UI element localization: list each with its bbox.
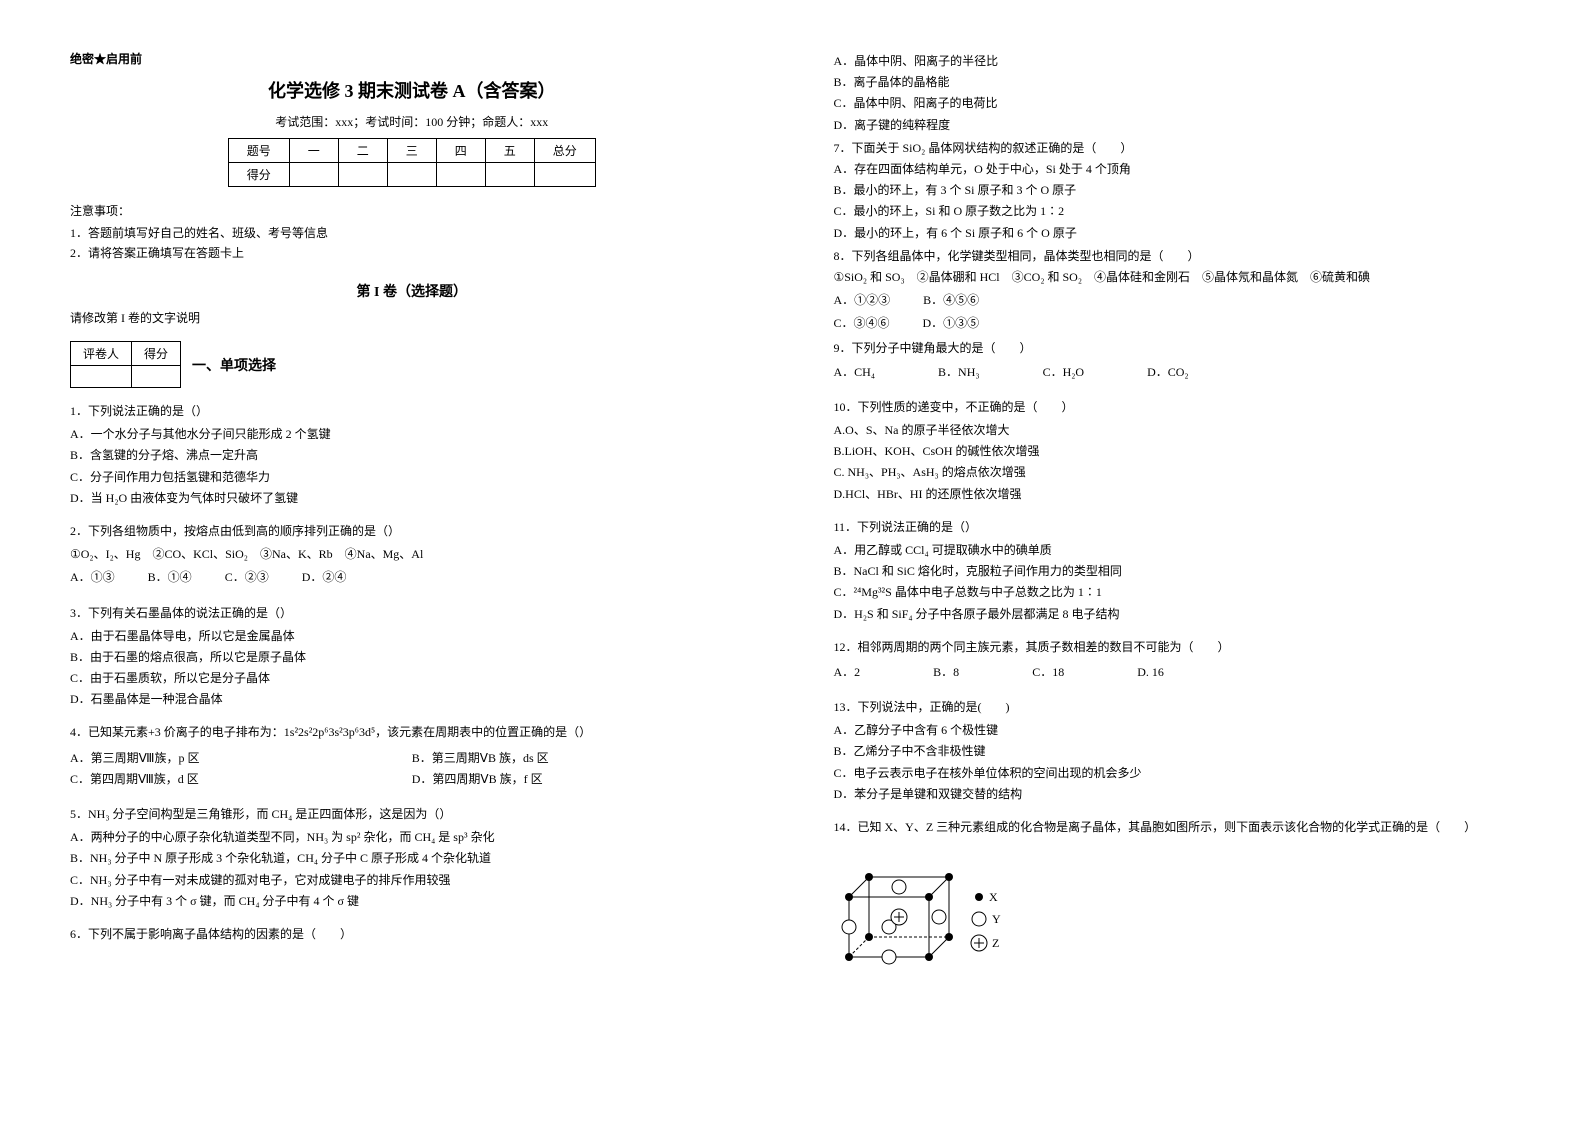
- q5-a: A．两种分子的中心原子杂化轨道类型不同，NH₃ 为 sp² 杂化，而 CH₄ 是…: [70, 828, 754, 847]
- q13-b: B．乙烯分子中不含非极性键: [834, 742, 1518, 761]
- q2-d: D．②④: [302, 568, 347, 587]
- notice-2: 2．请将答案正确填写在答题卡上: [70, 244, 754, 261]
- q3-a: A．由于石墨晶体导电，所以它是金属晶体: [70, 627, 754, 646]
- cell: [289, 163, 338, 187]
- cell: [436, 163, 485, 187]
- q9-a: A．CH₄: [834, 363, 876, 382]
- th-5: 五: [485, 139, 534, 163]
- grader-h2: 得分: [132, 342, 181, 366]
- row2-label: 得分: [228, 163, 289, 187]
- th-1: 一: [289, 139, 338, 163]
- q1-c: C．分子间作用力包括氢键和范德华力: [70, 468, 754, 487]
- q6-b: B．离子晶体的晶格能: [834, 73, 1518, 92]
- q3-b: B．由于石墨的熔点很高，所以它是原子晶体: [70, 648, 754, 667]
- th-4: 四: [436, 139, 485, 163]
- q4-b: B．第三周期ⅤB 族，ds 区: [412, 749, 754, 768]
- cell: [387, 163, 436, 187]
- grader-table: 评卷人 得分: [70, 341, 181, 388]
- q13-a: A．乙醇分子中含有 6 个极性键: [834, 721, 1518, 740]
- q3-stem: 3．下列有关石墨晶体的说法正确的是（）: [70, 604, 754, 623]
- q9-stem: 9．下列分子中键角最大的是（ ）: [834, 339, 1518, 358]
- q13-d: D．苯分子是单键和双键交替的结构: [834, 785, 1518, 804]
- q9-b: B．NH₃: [938, 363, 980, 382]
- q2-line: ①O₂、I₂、Hg ②CO、KCl、SiO₂ ③Na、K、Rb ④Na、Mg、A…: [70, 545, 754, 564]
- q1-d: D．当 H₂O 由液体变为气体时只破坏了氢键: [70, 489, 754, 508]
- q6-stem: 6．下列不属于影响离子晶体结构的因素的是（ ）: [70, 925, 754, 944]
- part-label: 一、单项选择: [192, 355, 276, 375]
- q1-b: B．含氢键的分子熔、沸点一定升高: [70, 446, 754, 465]
- q7-stem: 7．下面关于 SiO₂ 晶体网状结构的叙述正确的是（ ）: [834, 139, 1518, 158]
- q4-a: A．第三周期Ⅷ族，p 区: [70, 749, 412, 768]
- th-2: 二: [338, 139, 387, 163]
- q4-d: D．第四周期ⅤB 族，f 区: [412, 770, 754, 789]
- grader-h1: 评卷人: [71, 342, 132, 366]
- q8-a: A．①②③: [834, 291, 891, 310]
- q1-a: A．一个水分子与其他水分子间只能形成 2 个氢键: [70, 425, 754, 444]
- q9-c: C．H₂O: [1043, 363, 1085, 382]
- q10-b: B.LiOH、KOH、CsOH 的碱性依次增强: [834, 442, 1518, 461]
- cell: [485, 163, 534, 187]
- legend-x: X: [989, 890, 998, 904]
- cell: [338, 163, 387, 187]
- notice-title: 注意事项：: [70, 202, 754, 219]
- q11-b: B．NaCl 和 SiC 熔化时，克服粒子间作用力的类型相同: [834, 562, 1518, 581]
- q8-c: C．③④⑥: [834, 314, 890, 333]
- q12-b: B．8: [933, 663, 959, 682]
- q10-stem: 10．下列性质的递变中，不正确的是（ ）: [834, 398, 1518, 417]
- q8-d: D．①③⑤: [923, 314, 980, 333]
- q7-c: C．最小的环上，Si 和 O 原子数之比为 1∶2: [834, 202, 1518, 221]
- secret-label: 绝密★启用前: [70, 50, 754, 67]
- q11-d: D．H₂S 和 SiF₄ 分子中各原子最外层都满足 8 电子结构: [834, 605, 1518, 624]
- q10-c: C. NH₃、PH₃、AsH₃ 的熔点依次增强: [834, 463, 1518, 482]
- q7-a: A．存在四面体结构单元，O 处于中心，Si 处于 4 个顶角: [834, 160, 1518, 179]
- q7-b: B．最小的环上，有 3 个 Si 原子和 3 个 O 原子: [834, 181, 1518, 200]
- notice-1: 1．答题前填写好自己的姓名、班级、考号等信息: [70, 224, 754, 241]
- q7-d: D．最小的环上，有 6 个 Si 原子和 6 个 O 原子: [834, 224, 1518, 243]
- legend-z: Z: [992, 936, 999, 950]
- q12-c: C．18: [1032, 663, 1064, 682]
- q2-c: C．②③: [225, 568, 269, 587]
- paper-title: 化学选修 3 期末测试卷 A（含答案）: [70, 77, 754, 103]
- legend-y: Y: [992, 912, 1001, 926]
- q4-c: C．第四周期Ⅷ族，d 区: [70, 770, 412, 789]
- q6-d: D．离子键的纯粹程度: [834, 116, 1518, 135]
- q2-stem: 2．下列各组物质中，按熔点由低到高的顺序排列正确的是（）: [70, 522, 754, 541]
- q11-c: C．²⁴Mg³²S 晶体中电子总数与中子总数之比为 1∶1: [834, 583, 1518, 602]
- section-i-note: 请修改第 I 卷的文字说明: [70, 309, 754, 326]
- q2-b: B．①④: [148, 568, 192, 587]
- q2-a: A．①③: [70, 568, 115, 587]
- q5-stem: 5．NH₃ 分子空间构型是三角锥形，而 CH₄ 是正四面体形，这是因为（）: [70, 805, 754, 824]
- q8-line: ①SiO₂ 和 SO₃ ②晶体硼和 HCl ③CO₂ 和 SO₂ ④晶体硅和金刚…: [834, 268, 1518, 287]
- q8-stem: 8．下列各组晶体中，化学键类型相同，晶体类型也相同的是（ ）: [834, 247, 1518, 266]
- q13-stem: 13．下列说法中，正确的是( ): [834, 698, 1518, 717]
- q5-d: D．NH₃ 分子中有 3 个 σ 键，而 CH₄ 分子中有 4 个 σ 键: [70, 892, 754, 911]
- q12-d: D. 16: [1137, 663, 1164, 682]
- q10-d: D.HCl、HBr、HI 的还原性依次增强: [834, 485, 1518, 504]
- th-6: 总分: [534, 139, 595, 163]
- q12-a: A．2: [834, 663, 861, 682]
- q11-stem: 11．下列说法正确的是（）: [834, 518, 1518, 537]
- q6-c: C．晶体中阴、阳离子的电荷比: [834, 94, 1518, 113]
- crystal-diagram: X Y Z: [834, 847, 1518, 971]
- q12-stem: 12．相邻两周期的两个同主族元素，其质子数相差的数目不可能为（ ）: [834, 638, 1518, 657]
- cell: [534, 163, 595, 187]
- q3-d: D．石墨晶体是一种混合晶体: [70, 690, 754, 709]
- q13-c: C．电子云表示电子在核外单位体积的空间出现的机会多少: [834, 764, 1518, 783]
- q5-b: B．NH₃ 分子中 N 原子形成 3 个杂化轨道，CH₄ 分子中 C 原子形成 …: [70, 849, 754, 868]
- q1-stem: 1．下列说法正确的是（）: [70, 402, 754, 421]
- q8-b: B．④⑤⑥: [923, 291, 979, 310]
- paper-subtitle: 考试范围：xxx；考试时间：100 分钟；命题人：xxx: [70, 113, 754, 130]
- th-3: 三: [387, 139, 436, 163]
- section-i-title: 第 I 卷（选择题）: [70, 281, 754, 301]
- q10-a: A.O、S、Na 的原子半径依次增大: [834, 421, 1518, 440]
- q6-a: A．晶体中阴、阳离子的半径比: [834, 52, 1518, 71]
- score-table: 题号 一 二 三 四 五 总分 得分: [228, 138, 596, 187]
- q4-stem: 4．已知某元素+3 价离子的电子排布为：1s²2s²2p⁶3s²3p⁶3d⁵，该…: [70, 723, 754, 742]
- q3-c: C．由于石墨质软，所以它是分子晶体: [70, 669, 754, 688]
- th-0: 题号: [228, 139, 289, 163]
- q11-a: A．用乙醇或 CCl₄ 可提取碘水中的碘单质: [834, 541, 1518, 560]
- q14-stem: 14．已知 X、Y、Z 三种元素组成的化合物是离子晶体，其晶胞如图所示，则下面表…: [834, 818, 1518, 837]
- q5-c: C．NH₃ 分子中有一对未成键的孤对电子，它对成键电子的排斥作用较强: [70, 871, 754, 890]
- q9-d: D．CO₂: [1147, 363, 1189, 382]
